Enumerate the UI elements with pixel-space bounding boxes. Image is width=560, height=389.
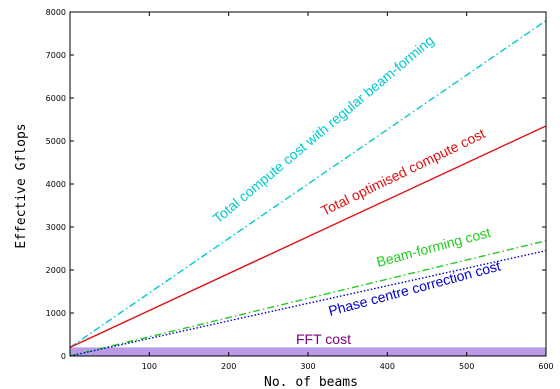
y-tick-label: 3000 [46, 223, 66, 232]
y-axis-title: Effective Gflops [14, 123, 29, 248]
y-tick-label: 0 [61, 352, 66, 361]
x-tick-label: 500 [459, 362, 474, 371]
series-line-3 [69, 249, 547, 357]
y-tick-label: 6000 [46, 94, 66, 103]
y-axis: 0 1000 2000 3000 4000 5000 6000 7000 8000 [46, 8, 546, 361]
series-line-1 [69, 125, 547, 349]
x-tick-label: 400 [380, 362, 395, 371]
y-tick-label: 8000 [46, 8, 66, 17]
y-tick-label: 2000 [46, 266, 66, 275]
y-tick-label: 5000 [46, 137, 66, 146]
annotation-regular-beamforming: Total compute cost with regular beam-for… [210, 32, 437, 226]
series-fft-band [70, 347, 546, 356]
series-layer [69, 20, 547, 357]
y-tick-label: 7000 [46, 51, 66, 60]
series-line-2 [69, 240, 547, 357]
x-tick-label: 600 [538, 362, 553, 371]
x-tick-label: 300 [300, 362, 315, 371]
x-axis-title: No. of beams [264, 375, 358, 389]
series-line-0 [69, 20, 547, 348]
x-tick-label: 200 [221, 362, 236, 371]
y-tick-label: 4000 [46, 180, 66, 189]
plot-frame [69, 11, 547, 357]
x-tick-label: 100 [142, 362, 157, 371]
annotation-optimised-compute: Total optimised compute cost [318, 125, 487, 219]
x-axis: 100 200 300 400 500 600 [142, 12, 554, 371]
y-tick-label: 1000 [46, 309, 66, 318]
fft-band-layer [70, 347, 546, 356]
annotation-fft: FFT cost [296, 331, 351, 347]
